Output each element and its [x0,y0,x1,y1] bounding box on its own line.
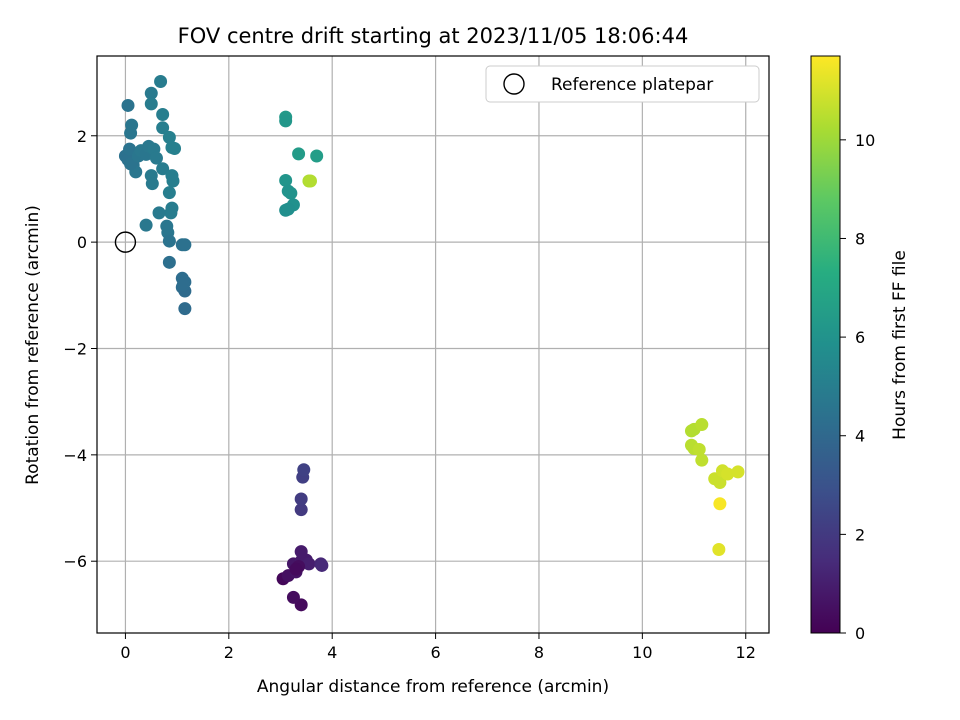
data-point [695,418,709,432]
colorbar-tick-label: 10 [855,131,875,150]
data-point [145,177,159,191]
plot-frame [96,55,770,634]
data-point [692,443,706,457]
colorbar-tick-label: 6 [855,328,865,347]
colorbar-tick-label: 8 [855,229,865,248]
data-point [713,497,727,511]
x-tick-label: 12 [736,643,756,662]
y-tick-label: −2 [63,339,87,358]
data-point [279,173,293,187]
reference-marker-group [114,231,137,253]
data-point [297,463,311,477]
data-point [292,147,306,161]
data-point [284,186,298,200]
x-tick-label: 6 [430,643,440,662]
data-point [124,126,138,140]
colorbar-tick-label: 4 [855,427,865,446]
colorbar-ticks: 0 2 4 6 8 10 [840,131,875,643]
data-point [281,202,295,216]
grid-lines [97,56,769,633]
data-point [303,174,317,188]
x-tick-label: 8 [534,643,544,662]
data-point [712,543,726,557]
data-point [302,557,316,571]
legend-entry-reference: Reference platepar [551,75,713,95]
data-point [121,98,135,112]
data-point [144,86,158,100]
data-point [178,238,192,252]
y-tick-label: 0 [77,233,87,252]
data-point [713,476,727,490]
data-point [294,503,308,517]
data-point [156,107,170,121]
data-point [162,255,176,269]
data-point [162,186,176,200]
x-axis-label: Angular distance from reference (arcmin) [257,677,609,697]
colorbar-tick-label: 0 [855,624,865,643]
colorbar-label: Hours from first FF file [890,250,910,440]
data-point [144,97,158,111]
data-point [152,206,166,220]
colorbar [810,55,841,634]
data-point [156,121,170,135]
y-axis: −6 −4 −2 0 2 [63,127,97,571]
data-point [731,465,745,479]
y-tick-label: 2 [77,127,87,146]
data-point [156,162,170,176]
data-point [310,149,324,163]
y-tick-label: −4 [63,446,87,465]
data-points [118,75,745,612]
y-axis-label: Rotation from reference (arcmin) [23,205,43,485]
data-point [162,234,176,248]
legend-box [485,65,760,103]
data-point [279,114,293,128]
data-point [154,75,168,89]
x-axis: 0 2 4 6 8 10 12 [120,633,756,662]
data-point [166,174,180,188]
data-point [168,142,182,156]
x-tick-label: 4 [327,643,337,662]
data-point [176,278,190,292]
x-tick-label: 2 [224,643,234,662]
data-point [294,492,308,506]
data-point [178,302,192,316]
data-point [721,467,735,481]
data-point [162,130,176,144]
data-point [286,590,300,604]
data-point [139,218,153,232]
data-point [695,453,709,467]
data-point [124,157,138,171]
data-point [164,206,178,220]
x-tick-label: 10 [632,643,652,662]
data-point [315,558,329,572]
colorbar-tick-label: 2 [855,525,865,544]
data-point [123,142,137,156]
y-tick-label: −6 [63,552,87,571]
data-point [149,151,163,165]
data-point [289,562,303,576]
legend: Reference platepar [485,65,760,103]
x-tick-label: 0 [120,643,130,662]
chart-title: FOV centre drift starting at 2023/11/05 … [178,24,689,48]
data-point [294,545,308,559]
reference-marker [114,231,137,253]
legend-reference-marker [503,73,525,95]
